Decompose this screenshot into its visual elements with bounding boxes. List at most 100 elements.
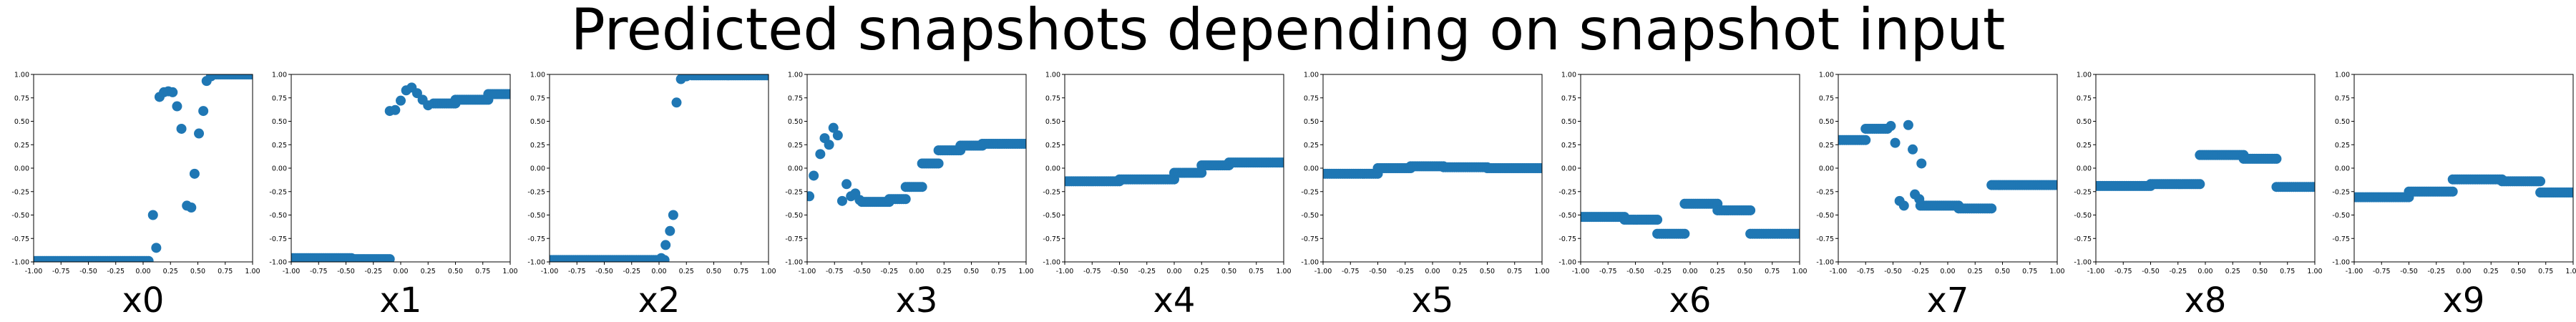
y-tick-label: 1.00 xyxy=(788,72,803,79)
data-point xyxy=(763,74,769,81)
x-tick-label: -0.50 xyxy=(1369,268,1387,275)
x-tick-label: 0.75 xyxy=(1765,268,1780,275)
x-tick-label: -0.25 xyxy=(1396,268,1414,275)
data-point xyxy=(1986,203,1997,214)
y-tick-label: 0.00 xyxy=(530,165,545,173)
axes-frame xyxy=(2095,74,2316,263)
x-tick-label: 0.50 xyxy=(706,268,721,275)
data-point xyxy=(143,255,154,262)
markers-x1 xyxy=(291,82,510,262)
x-tick-label: -1.00 xyxy=(1056,268,1074,275)
y-tick-label: -0.75 xyxy=(1301,235,1319,243)
data-point xyxy=(809,170,819,181)
data-point xyxy=(151,243,162,253)
x-tick-label: -1.00 xyxy=(1830,268,1848,275)
data-point xyxy=(390,104,401,115)
x-tick-label: -0.75 xyxy=(826,268,844,275)
y-tick-label: -1.00 xyxy=(785,259,803,267)
y-tick-label: 0.25 xyxy=(1819,142,1834,150)
axes-frame xyxy=(549,74,769,263)
markers-x9 xyxy=(2354,174,2573,203)
x-tick-label: 0.00 xyxy=(1425,268,1440,275)
x-tick-label: 0.50 xyxy=(1480,268,1495,275)
x-tick-label: 0.25 xyxy=(421,268,436,275)
x-tick-label: -0.75 xyxy=(52,268,70,275)
x-tick-label: -0.25 xyxy=(364,268,382,275)
y-tick-label: -0.75 xyxy=(785,235,803,243)
markers-x2 xyxy=(550,74,769,262)
y-tick-label: 0.25 xyxy=(1304,142,1319,150)
data-point xyxy=(505,89,510,99)
x-tick-label: 1.00 xyxy=(1018,268,1033,275)
y-tick-label: -0.25 xyxy=(1558,188,1576,196)
y-tick-label: 0.00 xyxy=(14,165,29,173)
x-tick-label: -0.25 xyxy=(2427,268,2445,275)
data-point xyxy=(189,168,200,179)
data-point xyxy=(186,203,197,213)
y-tick-label: 1.00 xyxy=(1819,72,1834,79)
y-tick-label: 0.50 xyxy=(272,118,287,126)
x-tick-label: 0.00 xyxy=(909,268,924,275)
x-tick-label: 0.50 xyxy=(964,268,979,275)
y-tick-label: -0.50 xyxy=(2074,212,2092,220)
data-point xyxy=(841,179,852,190)
y-tick-label: -0.25 xyxy=(785,188,803,196)
x-tick-label: 0.50 xyxy=(1995,268,2010,275)
x-tick-label: 0.00 xyxy=(2456,268,2471,275)
x-tick-label: 0.00 xyxy=(1166,268,1181,275)
data-point xyxy=(854,195,865,205)
x-tick-label: 1.00 xyxy=(245,268,260,275)
x-tick-label: 0.00 xyxy=(1940,268,1955,275)
y-tick-label: 0.00 xyxy=(272,165,287,173)
x-tick-label: 1.00 xyxy=(1792,268,1807,275)
markers-x0 xyxy=(34,74,253,262)
y-tick-label: -0.25 xyxy=(1043,188,1060,196)
axes-frame xyxy=(33,74,253,263)
x-tick-label: -0.25 xyxy=(2169,268,2187,275)
data-point xyxy=(1914,194,1925,205)
data-point xyxy=(807,191,815,202)
data-point xyxy=(1860,135,1871,145)
x-tick-label: 0.25 xyxy=(1194,268,1209,275)
y-tick-label: -0.25 xyxy=(1301,188,1319,196)
y-tick-label: 0.50 xyxy=(788,118,803,126)
data-point xyxy=(1021,138,1026,149)
data-point xyxy=(1679,228,1690,239)
data-point xyxy=(1795,228,1800,239)
y-tick-label: 1.00 xyxy=(2335,72,2350,79)
y-tick-label: 0.00 xyxy=(788,165,803,173)
x-tick-label: -0.50 xyxy=(2400,268,2418,275)
y-tick-label: 0.75 xyxy=(14,94,29,102)
data-point xyxy=(2271,153,2282,164)
y-tick-label: 0.00 xyxy=(1819,165,1834,173)
data-point xyxy=(396,95,406,106)
subplot-x7: -1.00 -0.75 -0.50 -0.25 0.00 0.25 0.50 0.75 1.00… xyxy=(1816,72,2064,321)
x-tick-label: -1.00 xyxy=(2087,268,2105,275)
y-tick-label: 0.50 xyxy=(530,118,545,126)
data-point xyxy=(836,195,847,206)
y-tick-label: -0.50 xyxy=(2332,212,2350,220)
x-tick-label: 0.50 xyxy=(1221,268,1236,275)
y-tick-label: -1.00 xyxy=(2074,259,2092,267)
x-tick-label: 1.00 xyxy=(2307,268,2322,275)
y-tick-label: -0.25 xyxy=(1816,188,1834,196)
x-tick-label: 0.00 xyxy=(651,268,666,275)
x-tick-label: 0.25 xyxy=(2225,268,2240,275)
y-tick-label: -1.00 xyxy=(2332,259,2350,267)
data-point xyxy=(2447,186,2458,197)
y-tick-label: 1.00 xyxy=(530,72,545,79)
x-tick-label: 0.75 xyxy=(1249,268,1264,275)
axes-frame xyxy=(806,74,1027,263)
subplot-x9: -1.00 -0.75 -0.50 -0.25 0.00 0.25 0.50 0.75 1.00… xyxy=(2332,72,2576,321)
y-tick-label: -0.25 xyxy=(2074,188,2092,196)
x-tick-label: 0.25 xyxy=(937,268,952,275)
data-point xyxy=(917,182,927,192)
data-point xyxy=(1745,205,1756,215)
y-tick-label: 0.75 xyxy=(1819,94,1834,102)
x-tick-label: 1.00 xyxy=(761,268,776,275)
y-tick-label: -0.75 xyxy=(1816,235,1834,243)
x-tick-label: 0.25 xyxy=(679,268,694,275)
x-tick-label: -0.75 xyxy=(1599,268,1617,275)
y-tick-label: 0.75 xyxy=(1045,94,1060,102)
data-point xyxy=(176,123,187,134)
